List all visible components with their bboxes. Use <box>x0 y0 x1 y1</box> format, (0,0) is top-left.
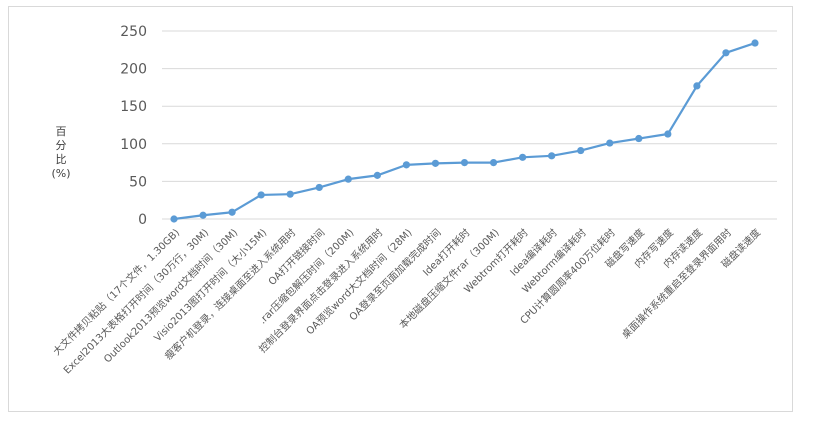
data-point <box>199 211 207 219</box>
y-tick-label: 250 <box>120 24 147 40</box>
y-axis-label-unit: (%) <box>51 167 71 180</box>
data-point <box>257 191 265 199</box>
data-point <box>751 39 759 47</box>
data-point <box>635 134 643 143</box>
line-chart: 0 50 100 150 200 250 大文件拷贝粘贴（17个文件，1.30GB)Exc… <box>50 24 777 377</box>
y-tick-label: 50 <box>129 174 147 190</box>
data-point <box>228 208 236 216</box>
data-point <box>344 175 352 183</box>
data-point <box>693 82 701 90</box>
y-tick-label: 100 <box>120 137 147 153</box>
data-point <box>431 159 440 167</box>
data-point <box>373 171 381 179</box>
x-axis-category-labels: 大文件拷贝粘贴（17个文件，1.30GB)Excel2013大表格打开时间（30… <box>50 226 763 377</box>
data-point <box>606 139 614 147</box>
data-point <box>577 146 585 155</box>
y-tick-label: 0 <box>138 212 147 228</box>
y-axis-label-char: 分 <box>55 139 67 152</box>
y-axis-label-char: 比 <box>55 153 67 166</box>
y-axis-label-char: 百 <box>55 125 67 138</box>
data-points <box>170 39 759 223</box>
y-tick-label: 150 <box>120 99 147 115</box>
data-point <box>286 190 294 198</box>
y-axis-ticks: 0 50 100 150 200 250 <box>120 24 147 228</box>
data-point <box>402 161 410 169</box>
data-point <box>519 153 527 161</box>
data-point <box>315 183 323 192</box>
x-category-label: Outlook2013预览word文档时间（30M) <box>101 226 241 366</box>
data-point <box>489 159 498 167</box>
y-axis-label: 百 分 比 (%) <box>51 125 71 181</box>
data-point <box>722 49 730 57</box>
x-category-label: OA预览word大文档时间（28M) <box>303 226 414 337</box>
data-point <box>664 130 672 138</box>
gridlines <box>162 30 777 220</box>
chart-frame: 0 50 100 150 200 250 大文件拷贝粘贴（17个文件，1.30GB) Exc… <box>8 6 793 412</box>
y-tick-label: 200 <box>120 62 147 78</box>
data-point <box>460 159 469 167</box>
data-point <box>548 152 556 160</box>
data-point <box>170 215 178 223</box>
